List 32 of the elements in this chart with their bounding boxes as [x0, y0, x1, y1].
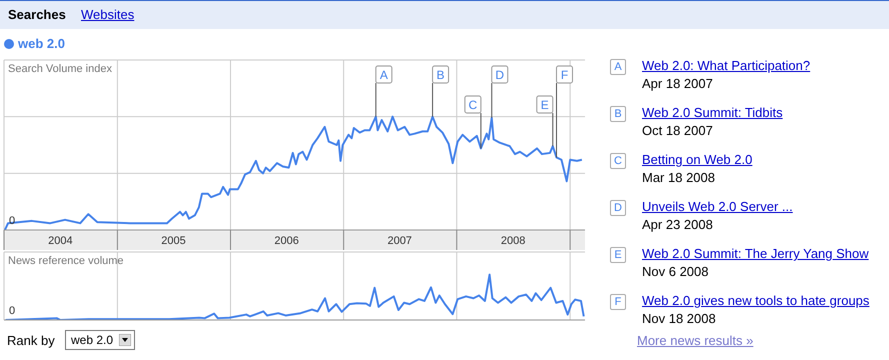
- text: Apr 18 2007: [642, 76, 713, 91]
- text: web 2.0: [71, 333, 114, 347]
- x-tick-label: 2008: [500, 235, 526, 247]
- text: Websites: [81, 7, 134, 22]
- annotation: 0: [9, 305, 16, 317]
- annotation: D: [495, 68, 504, 82]
- text: Nov 18 2008: [642, 311, 716, 326]
- annotation: C: [468, 98, 478, 112]
- x-tick-label: 2004: [48, 235, 73, 247]
- y-axis-title: News reference volume: [8, 255, 124, 267]
- text: Web 2.0 Summit: The Jerry Yang Show: [642, 246, 869, 261]
- text: Apr 23 2008: [642, 217, 713, 232]
- text: Web 2.0 Summit: Tidbits: [642, 105, 783, 120]
- text: Rank by: [7, 333, 55, 348]
- legend-label: web 2.0: [18, 36, 65, 51]
- text: Betting on Web 2.0: [642, 152, 752, 167]
- text: Web 2.0: What Participation?: [642, 58, 810, 73]
- text: Oct 18 2007: [642, 123, 713, 138]
- annotation: B: [436, 68, 445, 82]
- annotation: A: [380, 68, 388, 82]
- annotation: F: [560, 68, 568, 82]
- x-tick-label: 2005: [161, 235, 186, 247]
- text: Web 2.0 gives new tools to hate groups: [642, 293, 870, 308]
- text: Unveils Web 2.0 Server ...: [642, 199, 793, 214]
- text: More news results »: [637, 333, 754, 348]
- x-tick-label: 2006: [274, 235, 299, 247]
- text: Searches: [8, 7, 66, 22]
- text: Nov 6 2008: [642, 264, 708, 279]
- x-tick-label: 2007: [387, 235, 412, 247]
- y-axis-title: Search Volume index: [8, 63, 112, 75]
- text: Mar 18 2008: [642, 170, 715, 185]
- annotation: E: [540, 98, 549, 112]
